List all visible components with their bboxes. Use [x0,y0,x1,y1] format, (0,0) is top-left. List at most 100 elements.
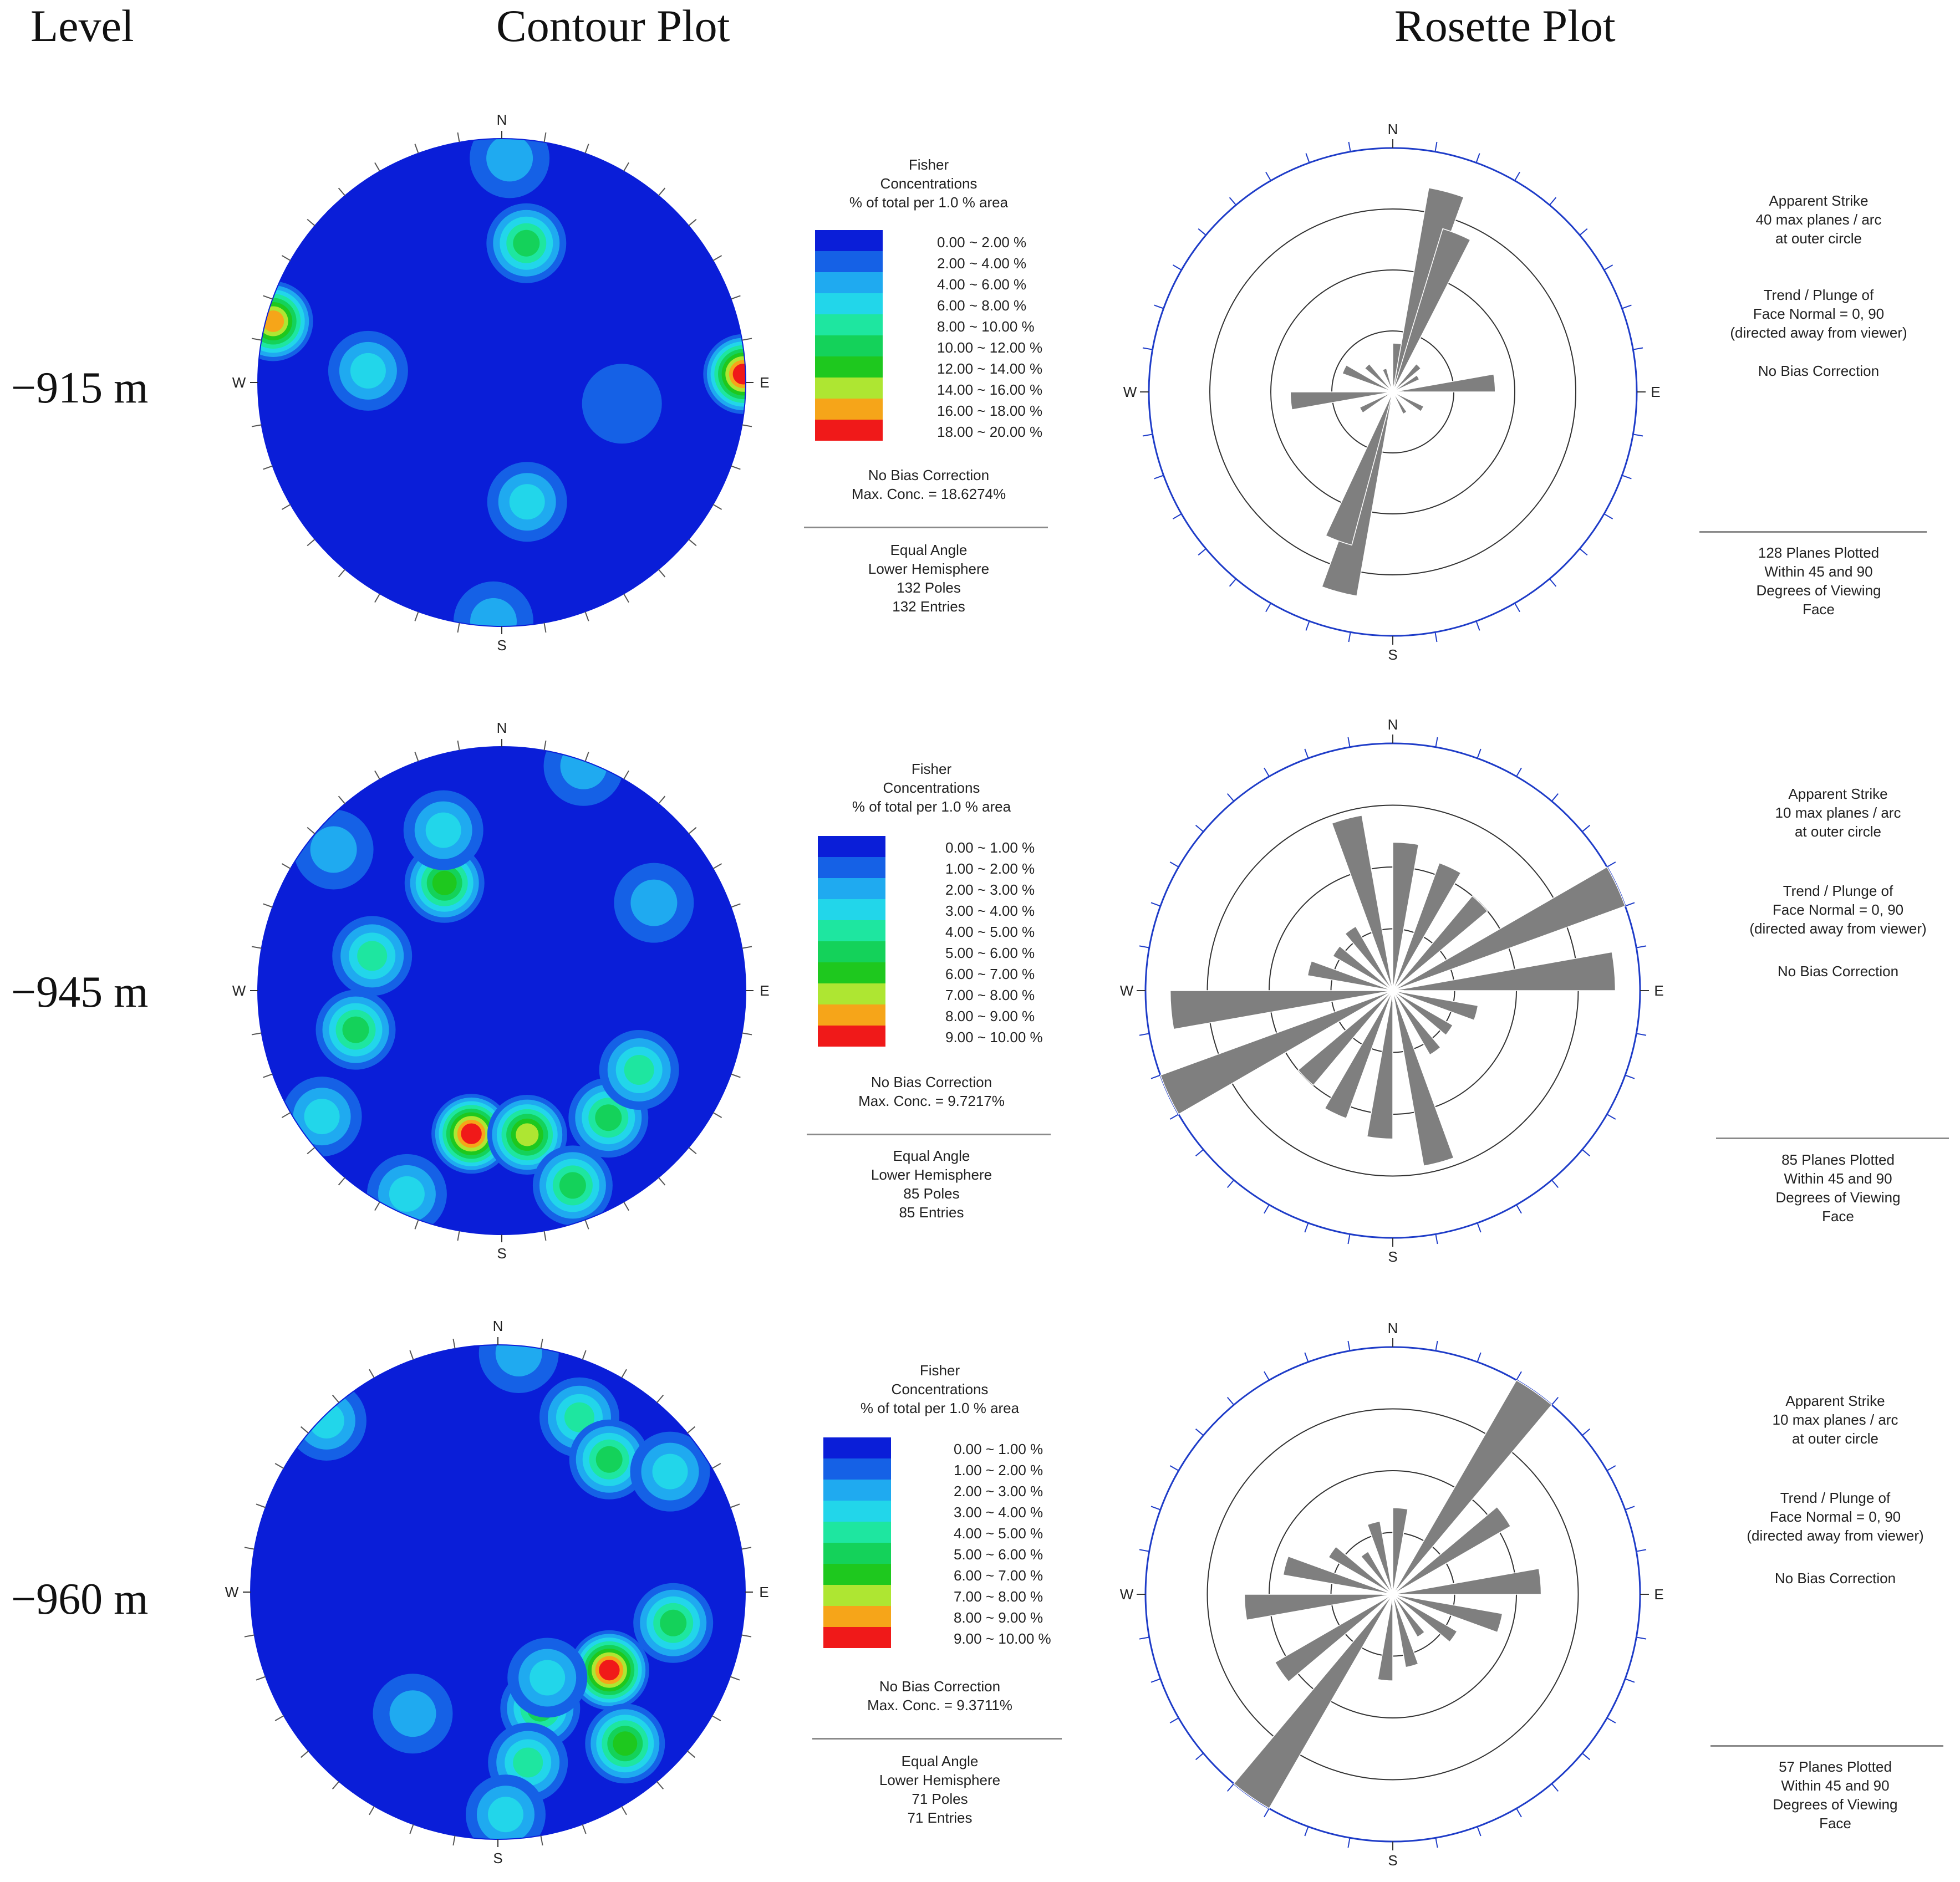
rosette-tick [1603,264,1613,271]
rosette-tick [1606,1717,1616,1723]
rosette-tick [1172,513,1182,519]
rosette-tick [1229,197,1236,206]
rosette-ring [1206,1408,1579,1781]
stereonet-tick [712,863,722,869]
rosette-info-line: Face Normal = 0, 90 [1753,305,1885,322]
rosette-tick [1625,1506,1635,1511]
stereonet-compass-label-w: W [225,1584,239,1600]
rosette-petal [1392,391,1408,415]
stereonet-tick [712,504,722,510]
rosette-tick [1226,1180,1235,1189]
legend-swatch [818,920,885,941]
legend-range: 8.00 ~ 9.00 % [954,1609,1043,1626]
legend-swatch [815,293,883,314]
stereonet-compass-label-s: S [493,1850,502,1866]
rosette-tick [1264,767,1270,777]
stereonet-tick [687,1426,696,1434]
stereonet-tick [263,903,273,908]
stereonet-tick [452,1338,456,1349]
rosette-petal [1392,990,1454,1036]
contour-level [530,1660,566,1696]
contour-level [560,747,607,789]
legend-range: 1.00 ~ 2.00 % [945,860,1035,877]
stereonet-tick [688,218,697,226]
rosette-bias-text: No Bias Correction [1758,363,1880,379]
stereonet-tick [244,1547,254,1550]
projection-line: 132 Poles [897,579,961,596]
projection-line: 71 Poles [912,1791,968,1807]
rosette-tick [1264,1204,1270,1214]
stereonet-tick [584,1220,589,1230]
stereonet-tick [688,1147,697,1155]
stereonet-tick [730,1503,740,1508]
rosette-tick [1516,1204,1522,1214]
legend-swatch [823,1564,891,1585]
stereonet-compass-label-s: S [497,637,506,654]
rosette-tick [1516,1371,1522,1381]
rosette-tick [1582,1752,1591,1761]
rosette-tick [1549,578,1557,587]
stereonet-tick [711,1463,721,1469]
stereonet-tick [457,132,460,142]
rosette-tick [1603,513,1613,519]
contour-level [488,1797,523,1833]
rosette-tick [1516,1808,1522,1818]
header-contour-plot: Contour Plot [496,1,730,51]
rosette-petal [1367,1521,1393,1595]
rosette-petal [1359,391,1393,414]
rosette-petal [1392,1568,1542,1595]
stereonet-tick [374,162,380,172]
rosette-info-line: 10 max planes / arc [1775,804,1901,821]
stereonet-tick [742,946,752,949]
legend-title-line: % of total per 1.0 % area [860,1400,1020,1416]
contour-level [486,139,533,182]
rosette-petal [1392,374,1496,392]
rosette-tick [1154,475,1164,480]
legend-title-line: Concentrations [883,779,980,796]
stereonet-tick [623,770,629,780]
projection-line: Lower Hemisphere [868,560,990,577]
rosette-tick [1475,621,1480,631]
rosette-petal [1392,990,1454,1167]
rosette-info-line: at outer circle [1791,1430,1879,1447]
rosette-info-line: Degrees of Viewing [1775,1189,1901,1206]
rosette-petal [1392,1507,1408,1595]
rosette-compass-label-n: N [1388,121,1398,137]
stereonet-tick [338,569,345,578]
rosette-tick [1435,1234,1438,1245]
stereonet-tick [457,623,460,633]
bias-correction-text: No Bias Correction [879,1678,1001,1695]
legend-range: 14.00 ~ 16.00 % [937,381,1043,398]
rosette-petal [1307,960,1393,991]
contour-level [564,1402,594,1432]
stereonet-contour-plot [258,139,746,626]
rosette-tick [1477,1826,1482,1837]
stereonet-tick [374,770,380,780]
rosette-tick [1304,1222,1309,1233]
rosette-petal [1360,1551,1393,1595]
legend-swatch [815,335,883,356]
rosette-info-line: Trend / Plunge of [1763,287,1874,303]
stereonet-tick [543,132,547,142]
rosette-petal [1392,363,1422,392]
rosette-tick [1549,197,1557,206]
stereonet-tick [584,752,589,762]
rosette-compass-label-n: N [1388,1320,1398,1337]
rosette-strike-info: Apparent Strike 40 max planes / arc at o… [1708,191,1930,248]
legend-range: 9.00 ~ 10.00 % [954,1630,1051,1647]
rosette-tick [1150,1678,1161,1683]
rosette-tick [1636,945,1647,948]
legend-title: Fisher Concentrations % of total per 1.0… [801,155,1056,212]
stereonet-tick [540,1338,543,1349]
rosette-info-line: Within 45 and 90 [1781,1777,1890,1794]
stereonet-tick [742,1032,752,1036]
rosette-tick [1579,548,1588,556]
divider-line [1710,1745,1943,1747]
legend-swatch [818,941,885,962]
contour-level [630,879,678,926]
legend-swatch [815,420,883,441]
rosette-tick [1264,1371,1270,1381]
legend-title-line: % of total per 1.0 % area [852,798,1011,815]
contour-level [262,310,284,332]
contour-level [660,1609,687,1636]
